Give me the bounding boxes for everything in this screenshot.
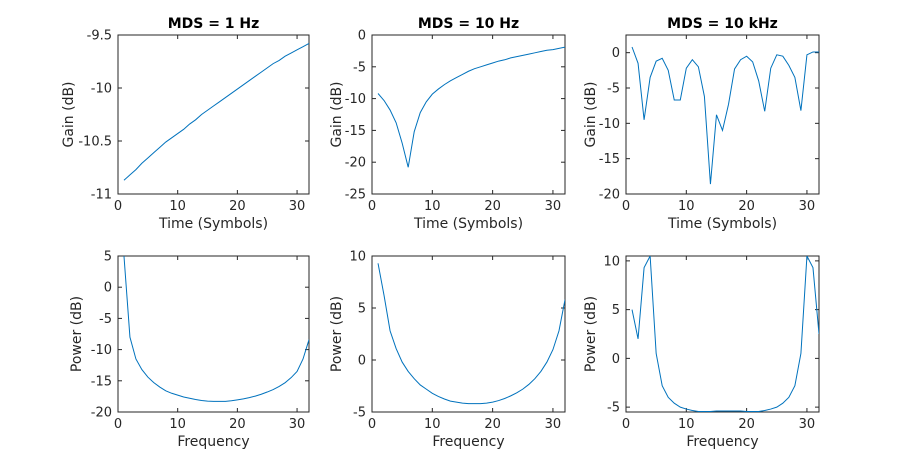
chart-panel-1: 0 10 20 30 -11 -10.5 -10 -9.5 MDS = 1 Hz Time (Sy… (61, 16, 310, 232)
x-tick-label: 30 (545, 417, 562, 432)
series-line (377, 263, 565, 405)
chart-panel-2: 0 10 20 30 -25 -20 -15 -10 -5 0 MDS = 10 Hz Time (S… (329, 16, 566, 232)
y-tick-label: -10 (91, 343, 112, 358)
y-tick-label: 10 (349, 250, 366, 265)
y-axis-label: Gain (dB) (583, 81, 599, 147)
x-tick-label: 20 (484, 199, 501, 214)
y-tick-label: 5 (612, 303, 620, 318)
x-axis-label: Frequency (432, 434, 504, 450)
chart-title: MDS = 10 Hz (418, 16, 519, 32)
plot-area (625, 34, 820, 195)
x-tick-label: 0 (114, 199, 122, 214)
y-axis-label: Power (dB) (69, 296, 85, 372)
plot-area (117, 255, 310, 413)
y-tick-label: -20 (345, 156, 366, 171)
y-tick-label: 0 (104, 281, 112, 296)
plot-area (117, 34, 310, 195)
chart-panel-3: 0 10 20 30 -20 -15 -10 -5 0 MDS = 10 kHz Time (Sym… (583, 16, 820, 232)
series-line (123, 43, 309, 181)
y-axis-label: Gain (dB) (61, 81, 77, 147)
y-tick-label: -5 (353, 60, 366, 75)
y-tick-label: -15 (91, 374, 112, 389)
x-tick-label: 30 (799, 417, 816, 432)
y-tick-label: -11 (91, 188, 112, 203)
x-tick-label: 0 (368, 199, 376, 214)
chart-title: MDS = 1 Hz (168, 16, 260, 32)
y-tick-label: -20 (599, 188, 620, 203)
y-tick-label: -20 (91, 406, 112, 421)
y-tick-label: -9.5 (87, 29, 112, 44)
x-axis-label: Time (Symbols) (413, 216, 523, 232)
chart-title: MDS = 10 kHz (667, 16, 778, 32)
y-tick-label: -5 (607, 401, 620, 416)
y-tick-label: 0 (358, 29, 366, 44)
y-axis-label: Power (dB) (583, 296, 599, 372)
y-tick-label: 0 (612, 46, 620, 61)
x-axis-label: Time (Symbols) (158, 216, 268, 232)
y-tick-label: 5 (358, 302, 366, 317)
y-tick-label: -15 (599, 152, 620, 167)
x-tick-label: 10 (169, 199, 186, 214)
y-tick-label: -5 (99, 312, 112, 327)
x-tick-label: 10 (169, 417, 186, 432)
x-tick-label: 20 (738, 417, 755, 432)
x-tick-label: 30 (545, 199, 562, 214)
x-tick-label: 10 (678, 199, 695, 214)
series-line (631, 46, 819, 185)
y-tick-label: -15 (345, 124, 366, 139)
plot-area (371, 255, 566, 413)
x-tick-label: 0 (114, 417, 122, 432)
x-tick-label: 30 (799, 199, 816, 214)
x-tick-label: 0 (368, 417, 376, 432)
x-tick-label: 10 (424, 417, 441, 432)
x-tick-label: 10 (424, 199, 441, 214)
x-tick-label: 20 (484, 417, 501, 432)
y-axis-label: Power (dB) (329, 296, 345, 372)
y-axis-label: Gain (dB) (329, 81, 345, 147)
chart-panel-4: 0 10 20 30 -20 -15 -10 -5 0 5 Frequency Power (dB) (69, 250, 310, 450)
y-tick-label: 5 (104, 250, 112, 265)
x-tick-label: 0 (622, 417, 630, 432)
x-tick-label: 20 (229, 199, 246, 214)
series-line (631, 256, 819, 412)
y-tick-label: -10 (345, 92, 366, 107)
x-tick-label: 20 (229, 417, 246, 432)
series-line (123, 256, 309, 402)
x-axis-label: Frequency (177, 434, 249, 450)
y-tick-label: -5 (353, 406, 366, 421)
plot-area (371, 34, 566, 195)
x-tick-label: 30 (289, 417, 306, 432)
x-tick-label: 20 (738, 199, 755, 214)
y-tick-label: -10.5 (78, 135, 112, 150)
y-tick-label: 0 (358, 354, 366, 369)
x-tick-label: 10 (678, 417, 695, 432)
y-tick-label: 0 (612, 352, 620, 367)
y-tick-label: -10 (91, 82, 112, 97)
y-tick-label: -25 (345, 188, 366, 203)
series-line (377, 46, 565, 168)
y-tick-label: -10 (599, 117, 620, 132)
y-tick-label: -5 (607, 82, 620, 97)
x-tick-label: 30 (289, 199, 306, 214)
y-tick-label: 10 (603, 254, 620, 269)
x-tick-label: 0 (622, 199, 630, 214)
x-axis-label: Frequency (686, 434, 758, 450)
x-axis-label: Time (Symbols) (667, 216, 777, 232)
